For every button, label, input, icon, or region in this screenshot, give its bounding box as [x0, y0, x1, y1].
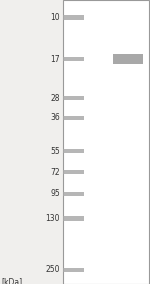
Text: 95: 95	[50, 189, 60, 199]
Text: 72: 72	[50, 168, 60, 177]
Bar	[63, 57, 84, 61]
Bar	[63, 116, 84, 120]
Text: 55: 55	[50, 147, 60, 156]
Bar	[63, 96, 84, 100]
Bar	[63, 192, 84, 196]
Text: 10: 10	[50, 13, 60, 22]
Bar	[63, 268, 84, 272]
Text: 130: 130	[45, 214, 60, 223]
Bar	[63, 170, 84, 174]
Text: 250: 250	[45, 265, 60, 274]
Bar	[112, 54, 142, 64]
Text: 17: 17	[50, 55, 60, 64]
Text: 36: 36	[50, 113, 60, 122]
Text: [kDa]: [kDa]	[2, 277, 23, 284]
Bar	[63, 216, 84, 221]
Bar	[63, 149, 84, 153]
Bar	[63, 15, 84, 20]
Bar	[63, 0, 148, 284]
Text: 28: 28	[51, 94, 60, 103]
